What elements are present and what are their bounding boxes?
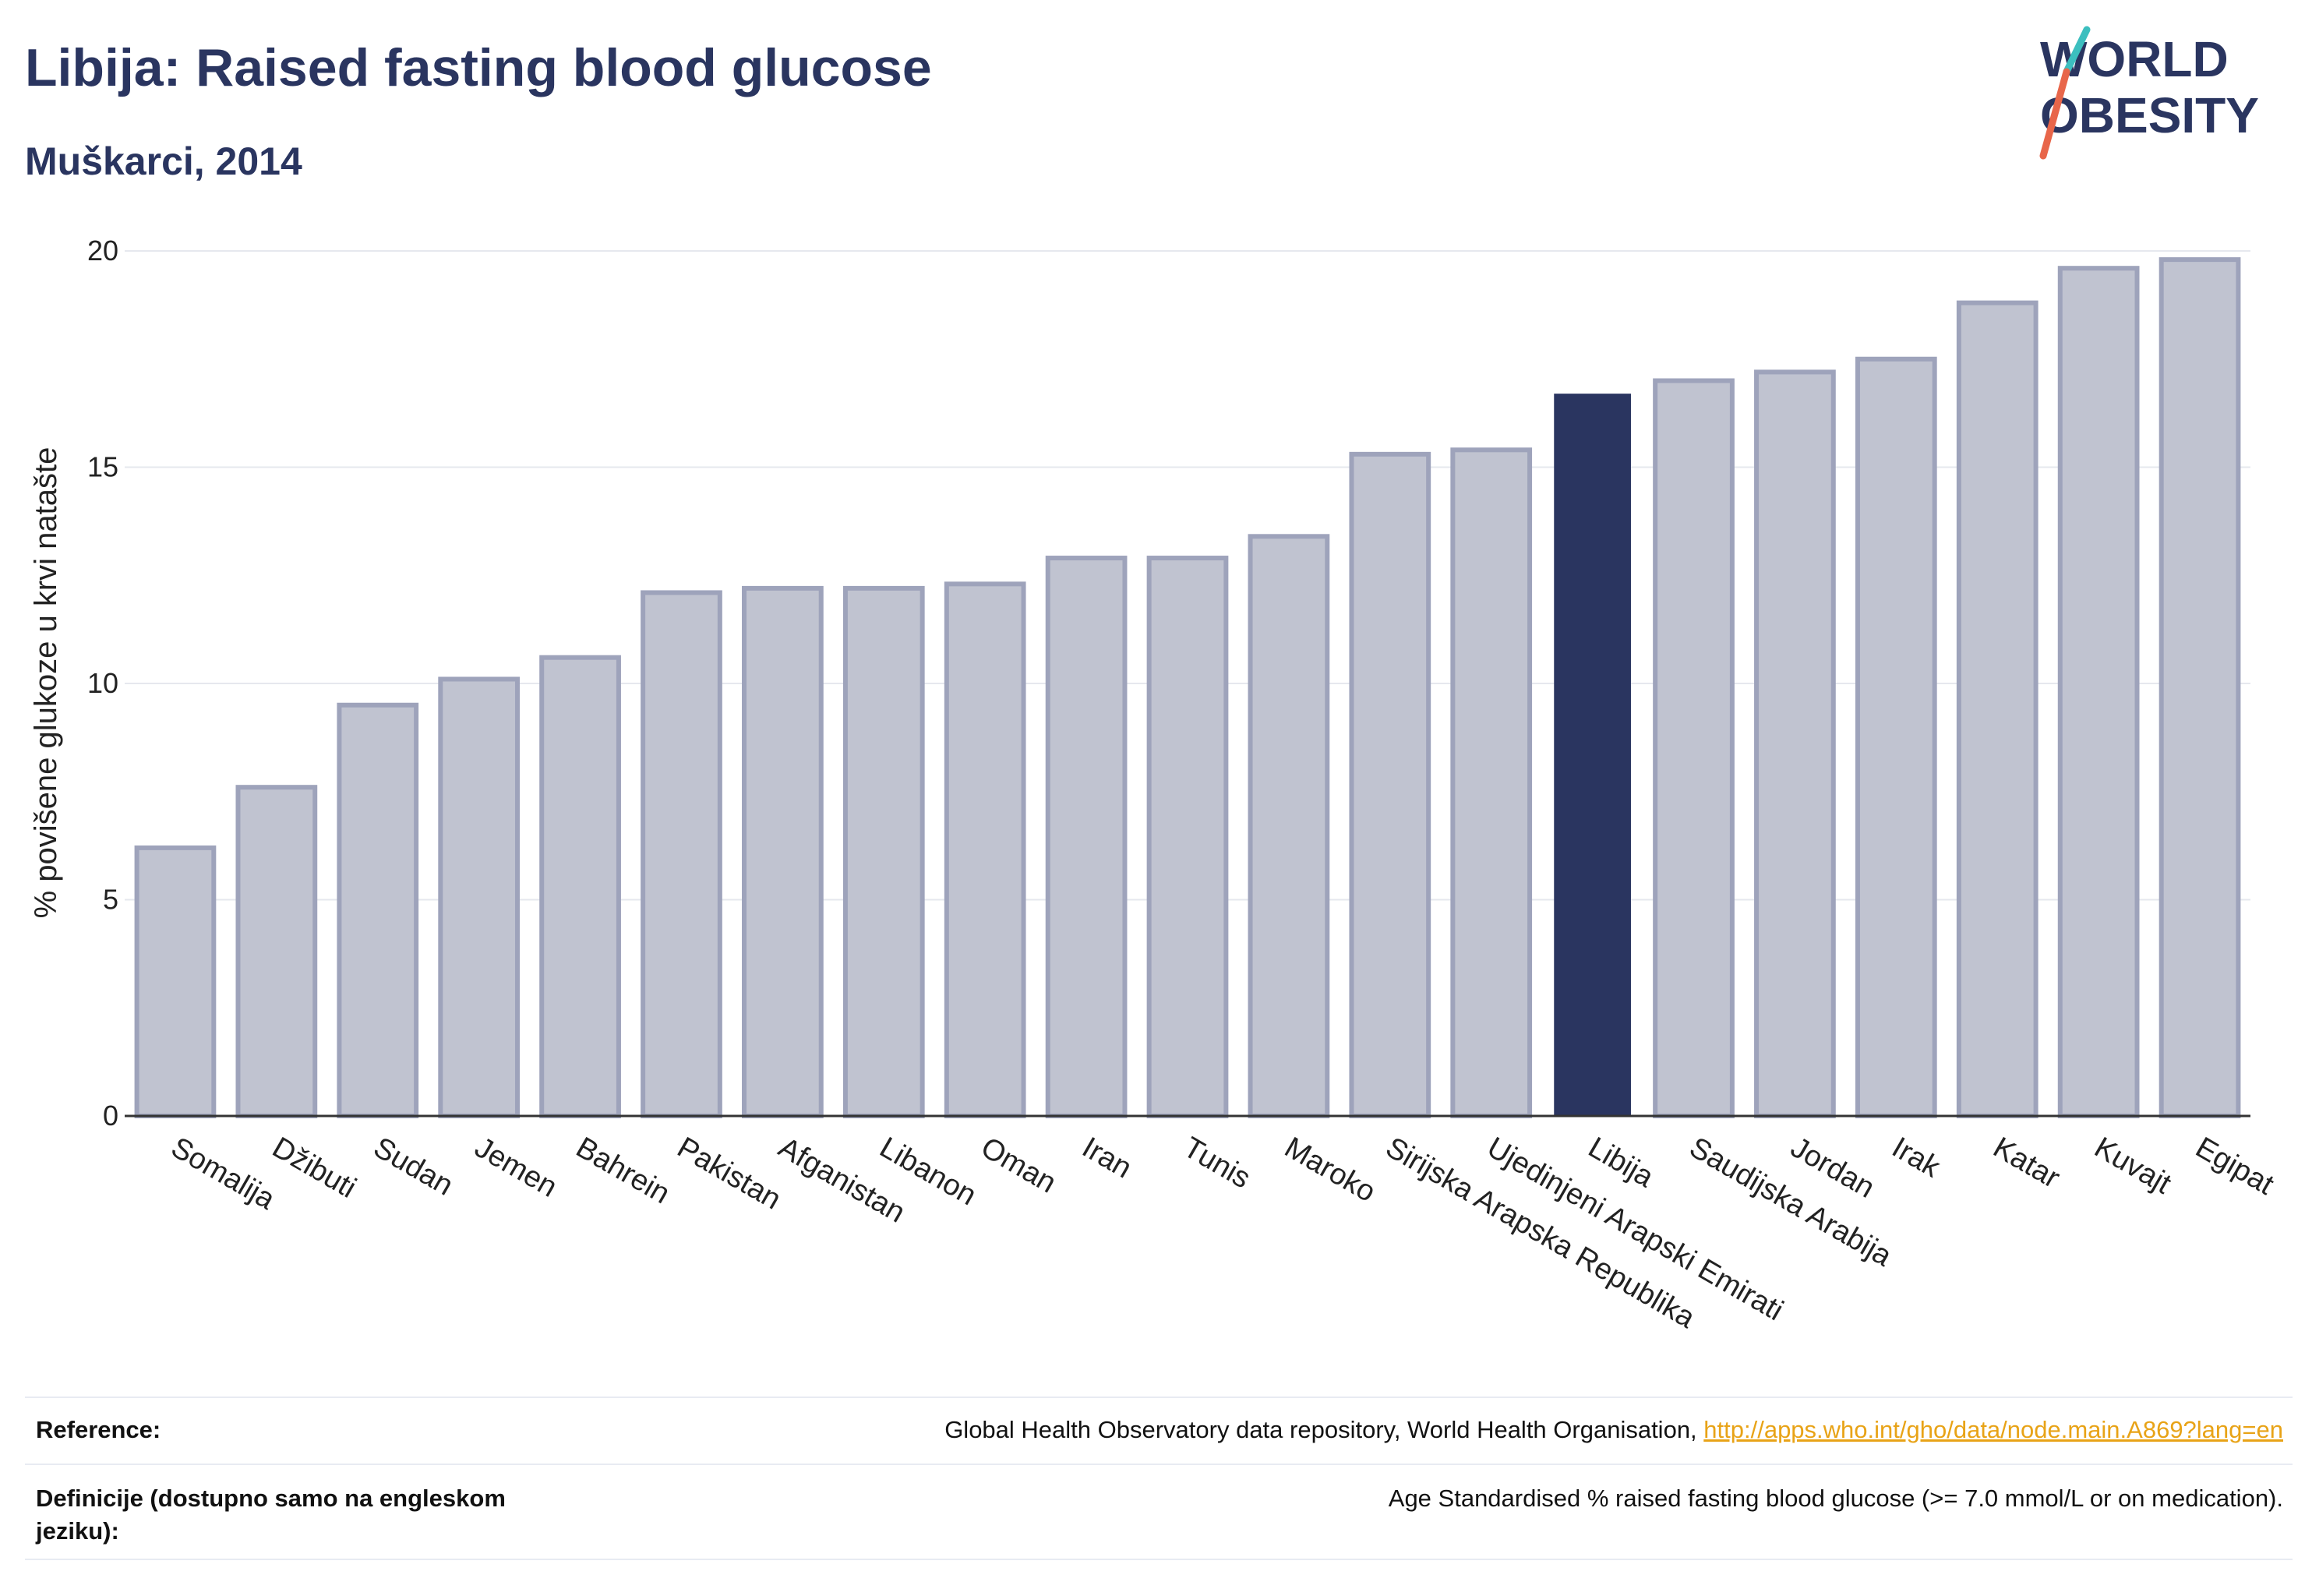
bar-libanon bbox=[842, 585, 925, 1118]
bar-irak bbox=[1855, 356, 1937, 1118]
bar-saudijska-arabija bbox=[1653, 378, 1735, 1118]
chart-subtitle: Muškarci, 2014 bbox=[25, 139, 302, 183]
x-tick-label: Libija bbox=[1583, 1131, 1660, 1194]
x-tick-label: Sudan bbox=[368, 1131, 458, 1202]
x-tick-label: Bahrein bbox=[570, 1131, 675, 1210]
bar-kuvajt bbox=[2057, 266, 2140, 1119]
bar-jemen bbox=[438, 676, 521, 1118]
y-tick-label: 20 bbox=[87, 235, 118, 267]
chart-title: Libija: Raised fasting blood glucose bbox=[25, 38, 932, 97]
x-tick-label: Katar bbox=[1988, 1131, 2066, 1195]
bar-bahrein bbox=[539, 655, 621, 1118]
x-tick-label: Irak bbox=[1887, 1131, 1947, 1185]
footer-table: Reference: Global Health Observatory dat… bbox=[25, 1396, 2293, 1560]
bar-iran bbox=[1045, 556, 1128, 1118]
definition-label: Definicije (dostupno samo na engleskom j… bbox=[36, 1485, 506, 1545]
definition-row: Definicije (dostupno samo na engleskom j… bbox=[25, 1464, 2293, 1560]
bars bbox=[134, 257, 2241, 1119]
reference-value: Global Health Observatory data repositor… bbox=[944, 1414, 2283, 1446]
reference-label: Reference: bbox=[36, 1416, 161, 1443]
reference-text: Global Health Observatory data repositor… bbox=[944, 1416, 1704, 1443]
x-tick-label: Egipat bbox=[2190, 1131, 2280, 1201]
x-tick-label: Iran bbox=[1077, 1131, 1138, 1185]
x-tick-label: Maroko bbox=[1279, 1131, 1381, 1209]
logo-slash-top bbox=[2063, 26, 2091, 76]
y-tick-label: 15 bbox=[87, 451, 118, 483]
bar-pakistan bbox=[641, 590, 722, 1118]
x-tick-label: Pakistan bbox=[672, 1131, 786, 1216]
y-axis-ticks: 0 5 10 15 20 bbox=[87, 235, 118, 1132]
bar-d-ibuti bbox=[235, 785, 318, 1118]
bar-jordan bbox=[1754, 369, 1836, 1118]
bar-somalija bbox=[134, 845, 217, 1119]
bar-maroko bbox=[1248, 534, 1330, 1118]
world-obesity-logo: WORLD OBESITY bbox=[2039, 26, 2259, 160]
y-tick-label: 10 bbox=[87, 667, 118, 699]
x-tick-label: Jemen bbox=[469, 1131, 563, 1203]
bar-sirijska-arapska-republika bbox=[1349, 451, 1431, 1118]
definition-value: Age Standardised % raised fasting blood … bbox=[1388, 1485, 2283, 1512]
logo-line-2: OBESITY bbox=[2040, 87, 2259, 143]
bar-katar bbox=[1956, 300, 2038, 1119]
x-tick-label: Oman bbox=[976, 1131, 1062, 1199]
y-tick-label: 0 bbox=[103, 1100, 118, 1132]
x-tick-label: Džibuti bbox=[267, 1131, 362, 1204]
logo-slash-bottom bbox=[2039, 68, 2070, 160]
x-tick-label: Somalija bbox=[165, 1131, 281, 1216]
y-tick-label: 5 bbox=[103, 884, 118, 916]
bar-oman bbox=[944, 581, 1026, 1118]
y-axis-title: % povišene glukoze u krvi natašte bbox=[29, 447, 63, 919]
bar-ujedinjeni-arapski-emirati bbox=[1450, 447, 1533, 1118]
bar-sudan bbox=[337, 702, 419, 1118]
bar-tunis bbox=[1146, 556, 1229, 1118]
bar-libija bbox=[1554, 394, 1631, 1116]
bar-egipat bbox=[2159, 257, 2241, 1119]
x-tick-label: Kuvajt bbox=[2089, 1131, 2177, 1200]
x-tick-label: Tunis bbox=[1178, 1131, 1256, 1195]
reference-row: Reference: Global Health Observatory dat… bbox=[25, 1396, 2293, 1464]
bar-afganistan bbox=[742, 585, 824, 1118]
reference-link[interactable]: http://apps.who.int/gho/data/node.main.A… bbox=[1703, 1416, 2283, 1443]
